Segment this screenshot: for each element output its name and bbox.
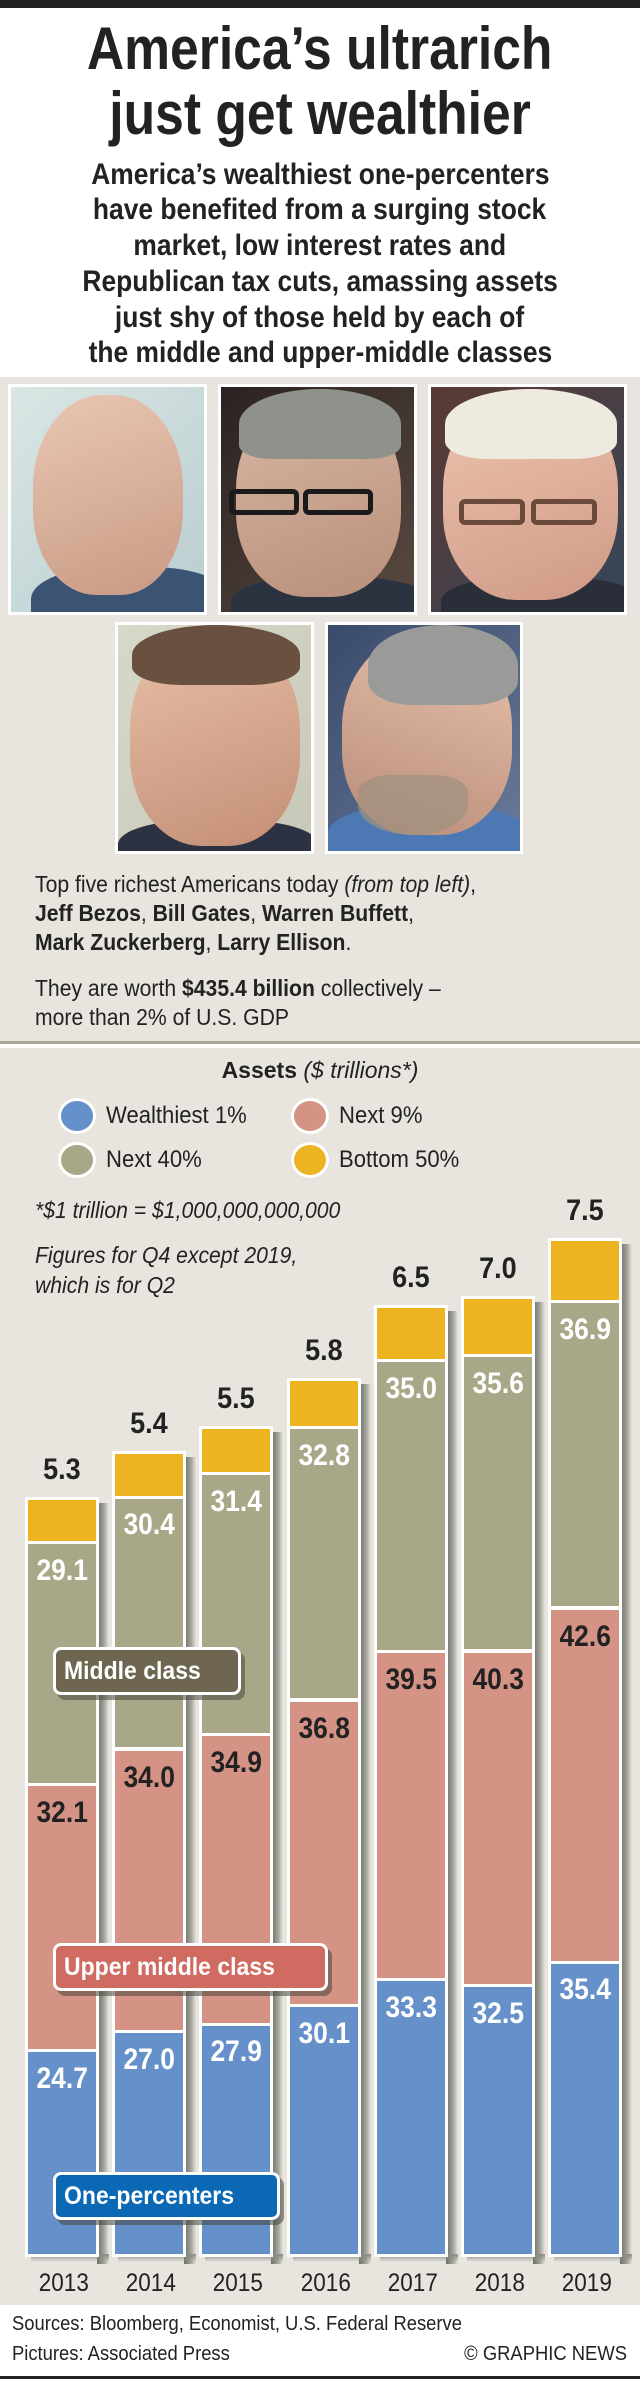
legend-label: Next 9%: [339, 1102, 423, 1129]
subtitle-line: have benefited from a surging stock: [0, 192, 640, 228]
annotation-middle-class: Middle class: [53, 1647, 241, 1695]
portrait-photo-1: [8, 384, 207, 615]
caption-sep: ,: [250, 900, 262, 926]
title-text: America’s ultrarich: [87, 15, 553, 82]
legend-item-bottom-50: Bottom 50%: [291, 1142, 470, 1178]
name-zuckerberg: Mark Zuckerberg: [35, 929, 206, 955]
legend-item-wealthiest-1: Wealthiest 1%: [58, 1098, 259, 1134]
caption-italic: (from top left): [344, 871, 471, 897]
legend-swatch-icon: [58, 1098, 96, 1134]
pictures-credit: Pictures: Associated Press: [12, 2342, 249, 2366]
legend-swatch-icon: [58, 1142, 96, 1178]
page-title-line-2: just get wealthier: [0, 82, 640, 146]
annotation-text: Upper middle class: [64, 1953, 275, 1981]
credit-text: © GRAPHIC NEWS: [464, 2343, 627, 2365]
subtitle-line: Republican tax cuts, amassing assets: [0, 264, 640, 300]
photo-caption: Top five richest Americans today (from t…: [35, 870, 625, 957]
caption-punct: .: [345, 929, 352, 955]
legend-swatch-icon: [291, 1142, 329, 1178]
annotation-text: One-percenters: [64, 2182, 235, 2210]
section-gap: [0, 1044, 640, 1048]
portrait-photo-icon: [118, 625, 311, 851]
subtitle-text: Republican tax cuts, amassing assets: [82, 265, 558, 298]
footnote-text: *$1 trillion = $1,000,000,000,000: [35, 1197, 341, 1223]
legend-item-next-9: Next 9%: [291, 1098, 430, 1134]
caption-text: Top five richest Americans today: [35, 871, 345, 897]
gdp-note: more than 2% of U.S. GDP: [35, 1004, 290, 1030]
subtitle-line: America’s wealthiest one-percenters: [0, 157, 640, 193]
caption-sep: ,: [408, 900, 415, 926]
name-bezos: Jeff Bezos: [35, 900, 141, 926]
name-gates: Bill Gates: [152, 900, 251, 926]
portrait-photo-3: [428, 384, 627, 615]
caption-text: They are worth: [35, 975, 183, 1001]
legend-swatch-icon: [291, 1098, 329, 1134]
legend-label: Next 40%: [106, 1146, 202, 1173]
subtitle-line: the middle and upper-middle classes: [0, 335, 640, 371]
chart-unit: ($ trillions*): [303, 1057, 419, 1083]
collective-worth: $435.4 billion: [182, 975, 315, 1001]
section-divider: [0, 1041, 640, 1044]
caption-sep: ,: [140, 900, 153, 926]
note-text: which is for Q2: [35, 1272, 175, 1298]
subtitle-text: have benefited from a surging stock: [93, 193, 547, 226]
pictures-text: Pictures: Associated Press: [12, 2343, 230, 2365]
legend-label: Wealthiest 1%: [106, 1102, 247, 1129]
caption-sep: ,: [205, 929, 218, 955]
note-text: Figures for Q4 except 2019,: [35, 1242, 298, 1268]
annotation-text: Middle class: [64, 1657, 201, 1685]
name-buffett: Warren Buffett: [261, 900, 409, 926]
worth-caption: They are worth $435.4 billion collective…: [35, 974, 625, 1032]
footnote-trillion: *$1 trillion = $1,000,000,000,000: [35, 1195, 367, 1225]
bottom-rule: [0, 2376, 640, 2379]
portrait-photo-2: [218, 384, 417, 615]
portrait-photo-icon: [328, 625, 520, 851]
figures-note-line-1: Figures for Q4 except 2019,: [35, 1240, 320, 1270]
subtitle-text: market, low interest rates and: [133, 229, 507, 262]
portrait-photo-icon: [221, 387, 414, 612]
subtitle-text: the middle and upper-middle classes: [88, 336, 552, 369]
portrait-photo-icon: [431, 387, 624, 612]
caption-text: collectively –: [314, 975, 441, 1001]
graphic-news-credit: © GRAPHIC NEWS: [450, 2342, 627, 2366]
chart-title-text: Assets: [221, 1057, 297, 1083]
figures-note-line-2: which is for Q2: [35, 1270, 187, 1300]
subtitle-text: America’s wealthiest one-percenters: [90, 158, 550, 191]
sources-text: Sources: Bloomberg, Economist, U.S. Fede…: [12, 2313, 462, 2335]
top-rule: [0, 0, 640, 8]
chart-title: Assets ($ trillions*): [0, 1056, 640, 1084]
sources-line: Sources: Bloomberg, Economist, U.S. Fede…: [12, 2312, 501, 2336]
title-text: just get wealthier: [109, 80, 531, 147]
legend-item-next-40: Next 40%: [58, 1142, 210, 1178]
annotation-upper-middle-class: Upper middle class: [53, 1943, 328, 1991]
portrait-photo-4: [115, 622, 314, 854]
annotation-one-percenters: One-percenters: [53, 2172, 280, 2220]
caption-punct: ,: [470, 871, 477, 897]
subtitle-line: just shy of those held by each of: [0, 300, 640, 336]
legend-label: Bottom 50%: [339, 1146, 460, 1173]
portrait-photo-icon: [11, 387, 204, 612]
subtitle-line: market, low interest rates and: [0, 228, 640, 264]
name-ellison: Larry Ellison: [217, 929, 346, 955]
page-title-line-1: America’s ultrarich: [0, 17, 640, 81]
portrait-photo-5: [325, 622, 523, 854]
subtitle-text: just shy of those held by each of: [115, 301, 525, 334]
